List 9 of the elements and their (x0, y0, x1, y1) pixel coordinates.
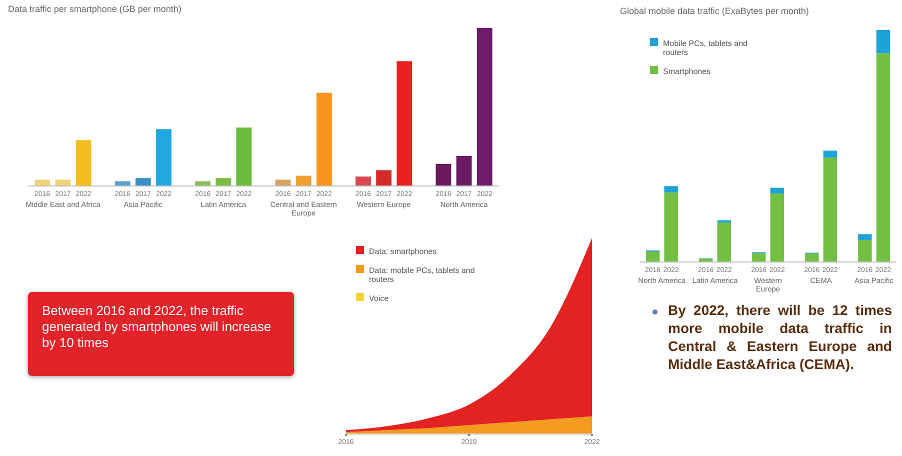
chart-title: Global mobile data traffic (ExaBytes per month) (620, 6, 809, 16)
legend-label: Data: mobile PCs, tablets and routers (369, 266, 475, 284)
chart-title: Data traffic per smartphone (GB per month) (8, 4, 182, 14)
text: By 2022, there will be 12 times more mobile data traffic in Central & Eastern Europe and Middle East&Africa (CEMA). (668, 301, 892, 373)
text: Between 2016 and 2022, the traffic generated by smartphones will increase by 10 times (42, 303, 272, 351)
legend-label: Data: smartphones (369, 247, 437, 256)
legend-label: Voice (369, 294, 390, 303)
legend-label: Mobile PCs, tablets and routers (663, 39, 748, 57)
legend-label: Smartphones (663, 67, 711, 76)
